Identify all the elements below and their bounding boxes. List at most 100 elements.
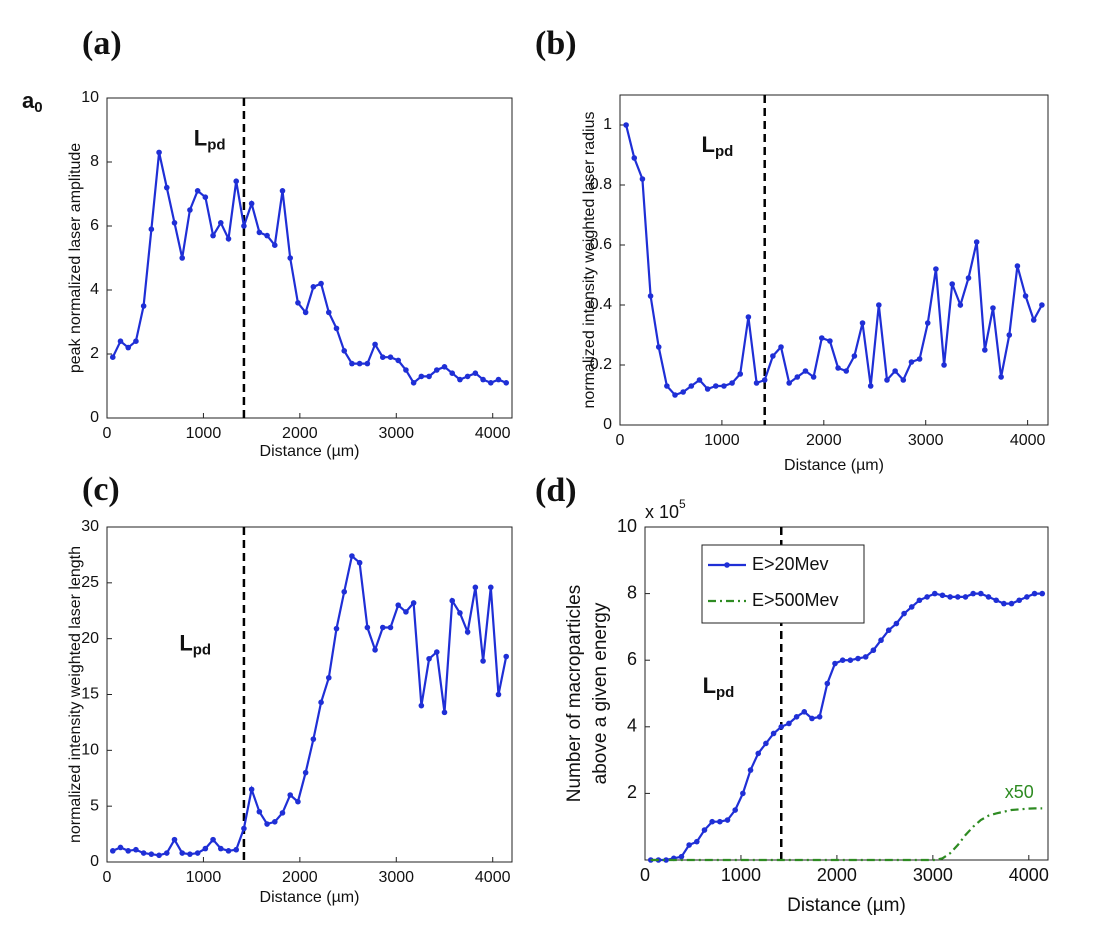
x-tick-label: 2000 [806,432,842,449]
data-point [248,200,255,207]
legend-box [701,544,865,624]
data-point [464,373,471,380]
data-point [472,584,479,591]
data-point [901,610,907,617]
data-point [387,354,394,361]
data-point [1006,332,1013,338]
y-tick-label: 4 [90,281,99,298]
data-point [985,594,992,600]
y-tick-label: 10 [81,742,99,759]
x-tick-label: 1000 [186,869,222,886]
data-point [672,392,678,398]
data-point [647,293,654,299]
data-point [916,597,923,604]
data-point [867,383,874,389]
data-point [696,377,703,383]
data-point [480,376,486,383]
x-tick-label: 0 [640,865,650,885]
data-point [410,380,417,386]
data-point [631,155,638,161]
axes-frame [644,526,1049,861]
data-point [457,610,463,616]
annotation-sub: pd [716,684,734,701]
data-point [933,266,939,272]
data-point [709,818,715,825]
y-axis-label: Number of macroparticles [564,585,585,803]
y-tick-label: 10 [81,89,99,106]
data-point [310,284,317,290]
data-point [818,335,825,341]
data-point [712,383,719,389]
data-point [125,848,132,854]
data-point [156,852,162,859]
data-point [163,850,170,856]
data-point [678,853,685,860]
data-point [839,657,846,663]
y-tick-label: 0.4 [590,296,612,313]
data-point [647,857,654,863]
x-axis-label: Distance (µm) [260,443,360,460]
data-point [233,846,240,853]
data-point [395,357,402,364]
data-point [1030,317,1037,323]
data-point [827,338,833,344]
data-point [379,624,386,631]
data-point [279,810,286,816]
legend-marker [724,562,730,568]
data-point [325,309,332,316]
data-point [117,844,124,851]
data-point [302,769,309,776]
y-tick-label: 30 [81,518,99,535]
axes-frame [619,94,1049,426]
y-tick-label: 0.2 [590,356,612,373]
data-point [364,624,371,631]
data-point [109,354,116,361]
data-point [372,647,378,653]
legend-label: E>20Mev [752,554,829,574]
data-point [1001,600,1007,607]
annotation-main: L [194,125,207,150]
data-point [793,714,800,720]
data-point [449,597,456,604]
y-tick-label: 2 [627,782,637,802]
data-point [117,338,124,345]
data-point [256,229,263,236]
data-point [133,338,139,345]
data-point [418,373,425,380]
data-point [847,657,854,663]
data-point [410,600,417,606]
data-point [623,122,629,128]
data-point [217,845,224,852]
data-point [876,302,882,308]
data-point [295,300,301,306]
data-point [426,373,432,380]
data-point [740,790,746,797]
data-point [341,588,348,595]
data-point [1024,594,1030,600]
data-point [433,649,440,655]
data-point [859,320,866,326]
x-axis-label: Distance (µm) [784,457,884,474]
data-point [187,851,193,857]
data-point [495,691,502,698]
data-point [194,188,201,194]
y-scale-base: x 10 [645,502,679,522]
data-point [148,226,155,232]
x-tick-label: 1000 [186,425,222,442]
data-point [163,184,170,191]
data-point [372,341,378,348]
data-point [495,376,502,383]
x-tick-label: 4000 [475,425,511,442]
data-point [349,360,355,367]
data-point [210,836,216,843]
data-point [824,680,831,687]
data-point [892,368,898,374]
data-point [732,807,738,813]
data-point [318,280,324,287]
y-axis-label: above a given energy [590,602,611,784]
data-point [302,309,309,316]
y-tick-label: 10 [617,516,637,536]
axes-frame [106,97,513,419]
data-point [770,353,776,359]
data-point [794,374,801,380]
